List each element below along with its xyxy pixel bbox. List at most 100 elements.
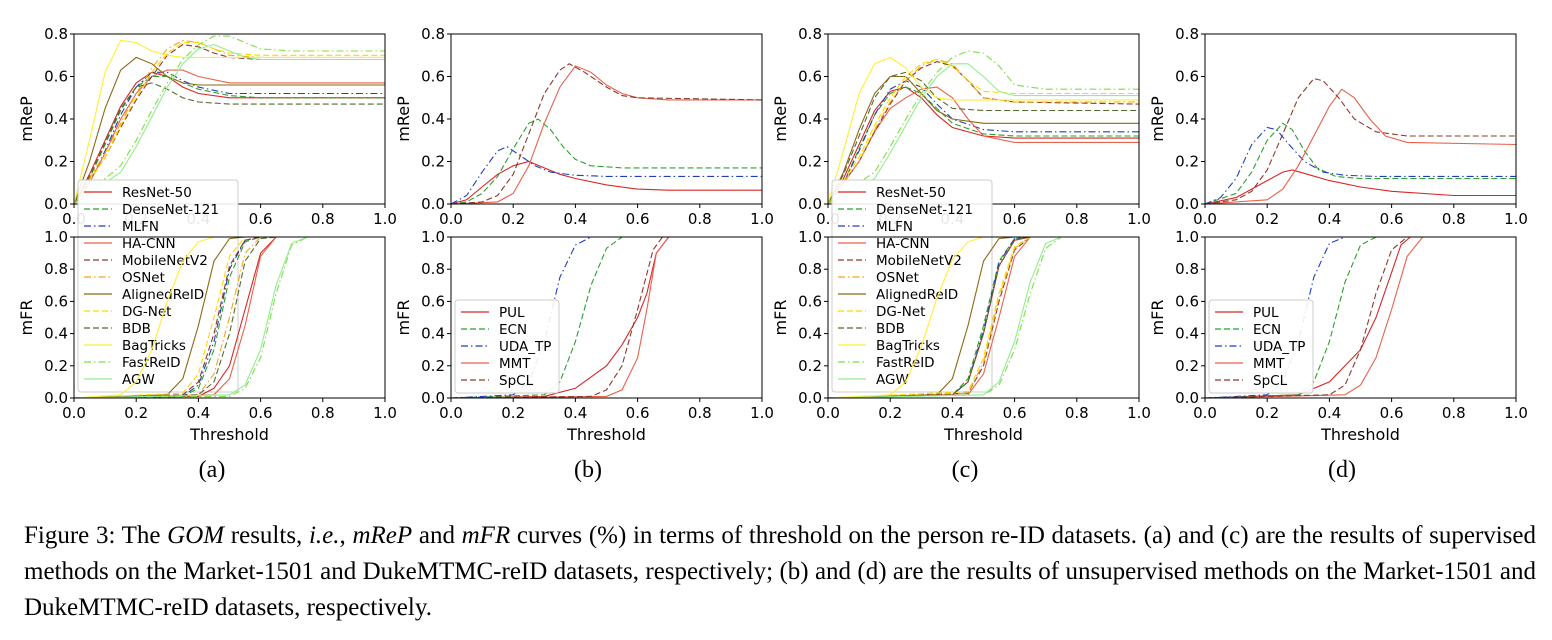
panel-d-mfr-ytick-label: 1.0: [1175, 228, 1199, 246]
panel-c-mfr-xtick-label: 0.0: [816, 404, 840, 422]
panel-c-mfr-xtick-label: 0.4: [940, 404, 964, 422]
panel-c-mfr-ytick-label: 0.4: [798, 325, 822, 343]
panel-b-mrep-ytick-label: 0.0: [421, 195, 445, 213]
panel-a-mrep-legend-label: OSNet: [122, 270, 165, 286]
panel-c-mrep-ytick-label: 0.8: [798, 25, 822, 43]
panel-b-mrep-xtick-label: 0.6: [626, 210, 650, 228]
panel-a-mfr-xtick-label: 0.4: [186, 404, 210, 422]
figure-caption: Figure 3: The GOM results, i.e., mReP an…: [24, 522, 1537, 621]
panel-d-mrep-xtick-label: 0.2: [1255, 210, 1279, 228]
panel-c-mfr-plot: 0.0 0.2 0.4 0.6 0.8 1.0 0.0 0.2 0.4 0.6 0.8 1.0 mFR T…: [771, 228, 1151, 444]
panel-c-mrep-legend-label: AGW: [876, 372, 909, 388]
panel-c-mrep-line-ha-cnn: [828, 86, 1139, 205]
panel-c-mrep-legend-label: MLFN: [876, 219, 913, 235]
panel-b-mrep-line-ecn: [451, 118, 762, 205]
panel-a-mrep-ytick-label: 0.6: [44, 68, 68, 86]
panel-a-mfr-xtick-label: 0.0: [62, 404, 86, 422]
panel-d-mfr-xtick-label: 0.4: [1317, 404, 1341, 422]
panel-a-mrep-legend-label: BDB: [122, 321, 151, 337]
panel-a-mrep-legend-label: MLFN: [122, 219, 159, 235]
panel-b-mfr-ytick-label: 0.2: [421, 357, 445, 375]
panel-b-mfr-plot: 0.0 0.2 0.4 0.6 0.8 1.0 0.0 0.2 0.4 0.6 0.8 1.0 mFR T…: [394, 228, 774, 444]
panel-d-mrep-ylabel: mReP: [1148, 96, 1167, 142]
panel-a-mfr-xtick-label: 0.8: [311, 404, 335, 422]
caption-mrep: mReP: [352, 522, 413, 549]
panel-a-mrep-line-fastreid: [74, 35, 385, 205]
caption-gom: GOM: [167, 522, 225, 549]
panel-d-mfr-legend-label: ECN: [1253, 322, 1281, 338]
panel-d-mfr-legend-label: PUL: [1253, 305, 1279, 321]
panel-a-mfr-frame: [73, 236, 386, 399]
panel-b-mrep-line-spcl: [451, 63, 762, 205]
panel-c-mrep-ytick-label: 0.0: [798, 195, 822, 213]
panel-a-mrep-xtick-label: 0.8: [311, 210, 335, 228]
panel-d-mfr-xtick-label: 0.8: [1442, 404, 1466, 422]
panel-a-mrep-legend-label: MobileNetV2: [122, 253, 208, 269]
panel-d-mfr-xtick-label: 1.0: [1504, 404, 1528, 422]
panel-d-mrep-ytick-label: 0.8: [1175, 25, 1199, 43]
panel-a-mfr-xlabel: Threshold: [189, 425, 269, 444]
panel-label-b: (b): [574, 457, 602, 483]
panel-a-mrep-legend-box: [77, 179, 239, 393]
panel-c-mrep-line-bdb: [828, 71, 1139, 205]
panel-b-mrep-line-pul: [451, 160, 762, 205]
panel-d-mrep-xtick-label: 0.6: [1380, 210, 1404, 228]
panel-a-mrep-ytick-label: 0.8: [44, 25, 68, 43]
panel-a-mfr-xtick-label: 1.0: [373, 404, 397, 422]
panel-b-mfr-xtick-label: 1.0: [750, 404, 774, 422]
panel-c-mrep-ytick-label: 0.4: [798, 110, 822, 128]
panel-d-mfr-ylabel: mFR: [1148, 300, 1167, 336]
panel-a-mrep-legend: ResNet-50DenseNet-121MLFNHA-CNNMobileNet…: [77, 179, 239, 393]
panel-b-mrep-xtick-label: 1.0: [750, 210, 774, 228]
panel-d-mfr-legend-label: UDA_TP: [1253, 339, 1305, 355]
panel-c-mrep-xtick-label: 0.8: [1065, 210, 1089, 228]
panel-b-mrep-line-mmt: [451, 65, 762, 205]
panel-d-mfr-xtick-label: 0.0: [1193, 404, 1217, 422]
panel-a-mfr-ytick-label: 0.2: [44, 357, 68, 375]
panel-b-mrep-ytick-label: 0.4: [421, 110, 445, 128]
panel-d-mfr-line-ecn: [1205, 236, 1516, 399]
panel-d-mfr-xtick-label: 0.2: [1255, 404, 1279, 422]
panel-b-mfr-xtick-label: 0.8: [688, 404, 712, 422]
panel-label-a: (a): [199, 457, 226, 483]
panel-b-mfr-ytick-label: 0.8: [421, 260, 445, 278]
panel-c-mfr-xtick-label: 0.2: [878, 404, 902, 422]
panel-b-mrep-ytick-label: 0.8: [421, 25, 445, 43]
panel-d-mfr-line-mmt: [1205, 236, 1516, 399]
panel-a-mfr-plot: 0.0 0.2 0.4 0.6 0.8 1.0 0.0 0.2 0.4 0.6 0.8 1.0 mFR T…: [17, 228, 397, 444]
panel-d-mfr-ytick-label: 0.2: [1175, 357, 1199, 375]
panel-b-mfr-ytick-label: 0.0: [421, 389, 445, 407]
panel-d-mrep-xtick-label: 0.4: [1317, 210, 1341, 228]
panel-d-mrep-line-pul: [1205, 169, 1516, 205]
panel-c-mrep-line-dg-net: [828, 58, 1139, 205]
panel-c-mfr-ytick-label: 0.2: [798, 357, 822, 375]
panel-d-mrep-ytick-label: 0.6: [1175, 68, 1199, 86]
panel-a-mrep-line-resnet-50: [74, 71, 385, 205]
panel-label-d: (d): [1328, 457, 1356, 483]
panel-a-mrep-legend-label: DenseNet-121: [122, 202, 219, 218]
panel-d-mrep-line-spcl: [1205, 77, 1516, 205]
panel-b-mfr-legend-label: PUL: [499, 305, 525, 321]
panel-d-mrep-line-uda-tp: [1205, 126, 1516, 205]
panel-c-mrep-ytick-label: 0.2: [798, 153, 822, 171]
panel-d-mrep-xtick-label: 1.0: [1504, 210, 1528, 228]
panel-c-mrep-legend-label: HA-CNN: [876, 236, 930, 252]
panel-a-mrep-line-dg-net: [74, 41, 385, 205]
panel-a-mfr-line-osnet: [74, 236, 385, 399]
panel-c-mrep-line-resnet-50: [828, 86, 1139, 205]
panel-c-mfr-line-bagtricks: [828, 236, 1139, 399]
panel-c-mfr-line-agw: [828, 236, 1139, 399]
panel-a-mfr-ytick-label: 1.0: [44, 228, 68, 246]
panel-b-mrep-xtick-label: 0.4: [563, 210, 587, 228]
panel-a-mfr-ytick-label: 0.0: [44, 389, 68, 407]
panel-b-mfr-xtick-label: 0.2: [501, 404, 525, 422]
panel-d-mfr-plot: 0.0 0.2 0.4 0.6 0.8 1.0 0.0 0.2 0.4 0.6 0.8 1.0 mFR T…: [1148, 228, 1528, 444]
panel-c-mfr-xtick-label: 1.0: [1127, 404, 1151, 422]
panel-b-mrep-frame: [450, 33, 763, 205]
panel-d-mrep-plot: 0.0 0.2 0.4 0.6 0.8 1.0 0.0 0.2 0.4 0.6 0.8 mReP: [1148, 25, 1528, 228]
panel-label-c: (c): [952, 457, 979, 483]
panel-d-mfr-ytick-label: 0.4: [1175, 325, 1199, 343]
panel-c-mrep-line-bagtricks: [828, 56, 1139, 205]
panel-b-mfr-legend-label: SpCL: [499, 373, 534, 389]
